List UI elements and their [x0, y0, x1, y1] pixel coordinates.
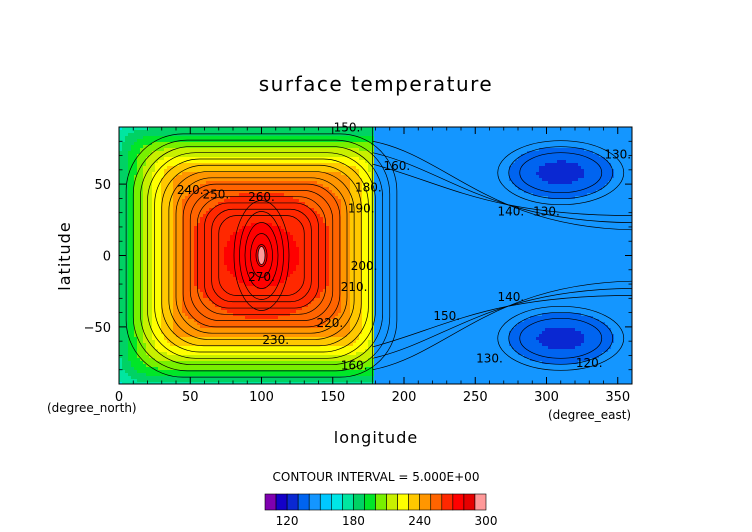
contour-label: 160. [341, 359, 368, 373]
y-unit-label: (degree_north) [47, 401, 137, 415]
contour-label: 120. [576, 356, 603, 370]
x-unit-label: (degree_east) [548, 408, 631, 422]
x-tick-label: 350 [605, 390, 630, 405]
contour-label: 210. [341, 280, 368, 294]
contour-label: 240. [177, 183, 204, 197]
colorbar-tick-label: 240 [408, 514, 431, 528]
colorbar-swatch [431, 494, 442, 510]
contour-label: 140. [498, 205, 525, 219]
x-tick-label: 50 [182, 390, 199, 405]
colorbar [265, 494, 486, 510]
x-tick-label: 250 [463, 390, 488, 405]
contour-label: 270. [248, 270, 275, 284]
y-axis-label: latitude [55, 221, 74, 290]
contour-label: 160. [384, 159, 411, 173]
x-tick-label: 200 [392, 390, 417, 405]
y-tick-label: 50 [94, 178, 111, 193]
colorbar-tick-label: 300 [475, 514, 498, 528]
contour-label: 130. [533, 205, 560, 219]
y-tick-label: −50 [84, 321, 111, 336]
warm-center-peak [258, 247, 265, 265]
contour-label: 230. [262, 333, 289, 347]
colorbar-swatch [387, 494, 398, 510]
colorbar-swatch [309, 494, 320, 510]
colorbar-swatch [342, 494, 353, 510]
colorbar-tick-label: 180 [342, 514, 365, 528]
contour-label: 130. [604, 147, 631, 161]
contour-label: 150. [433, 309, 460, 323]
colorbar-swatch [353, 494, 364, 510]
contour-interval-text: CONTOUR INTERVAL = 5.000E+00 [273, 470, 480, 484]
colorbar-swatch [464, 494, 475, 510]
contour-label: 260. [248, 190, 275, 204]
colorbar-swatch [420, 494, 431, 510]
x-tick-label: 300 [534, 390, 559, 405]
contour-label: 200. [351, 259, 378, 273]
contour-label: 250. [203, 187, 230, 201]
contour-label: 180. [355, 180, 382, 194]
contour-label: 130. [476, 352, 503, 366]
colorbar-swatch [376, 494, 387, 510]
x-axis-label: longitude [334, 428, 418, 447]
colorbar-swatch [475, 494, 486, 510]
x-tick-label: 150 [320, 390, 345, 405]
colorbar-tick-label: 120 [276, 514, 299, 528]
colorbar-swatch [287, 494, 298, 510]
plot-area [119, 127, 633, 386]
colorbar-swatch [409, 494, 420, 510]
contour-label: 220. [317, 316, 344, 330]
contour-label: 190. [348, 202, 375, 216]
colorbar-swatch [398, 494, 409, 510]
colorbar-swatch [453, 494, 464, 510]
colorbar-tick-labels: 120 180 240 300 [276, 514, 498, 528]
contour-label: 140. [498, 290, 525, 304]
colorbar-swatch [265, 494, 276, 510]
colorbar-swatch [276, 494, 287, 510]
colorbar-swatch [364, 494, 375, 510]
chart-title: surface temperature [259, 72, 494, 96]
colorbar-swatch [331, 494, 342, 510]
y-tick-label: 0 [103, 250, 111, 265]
colorbar-swatch [320, 494, 331, 510]
colorbar-swatch [298, 494, 309, 510]
x-tick-label: 100 [249, 390, 274, 405]
colorbar-swatch [442, 494, 453, 510]
